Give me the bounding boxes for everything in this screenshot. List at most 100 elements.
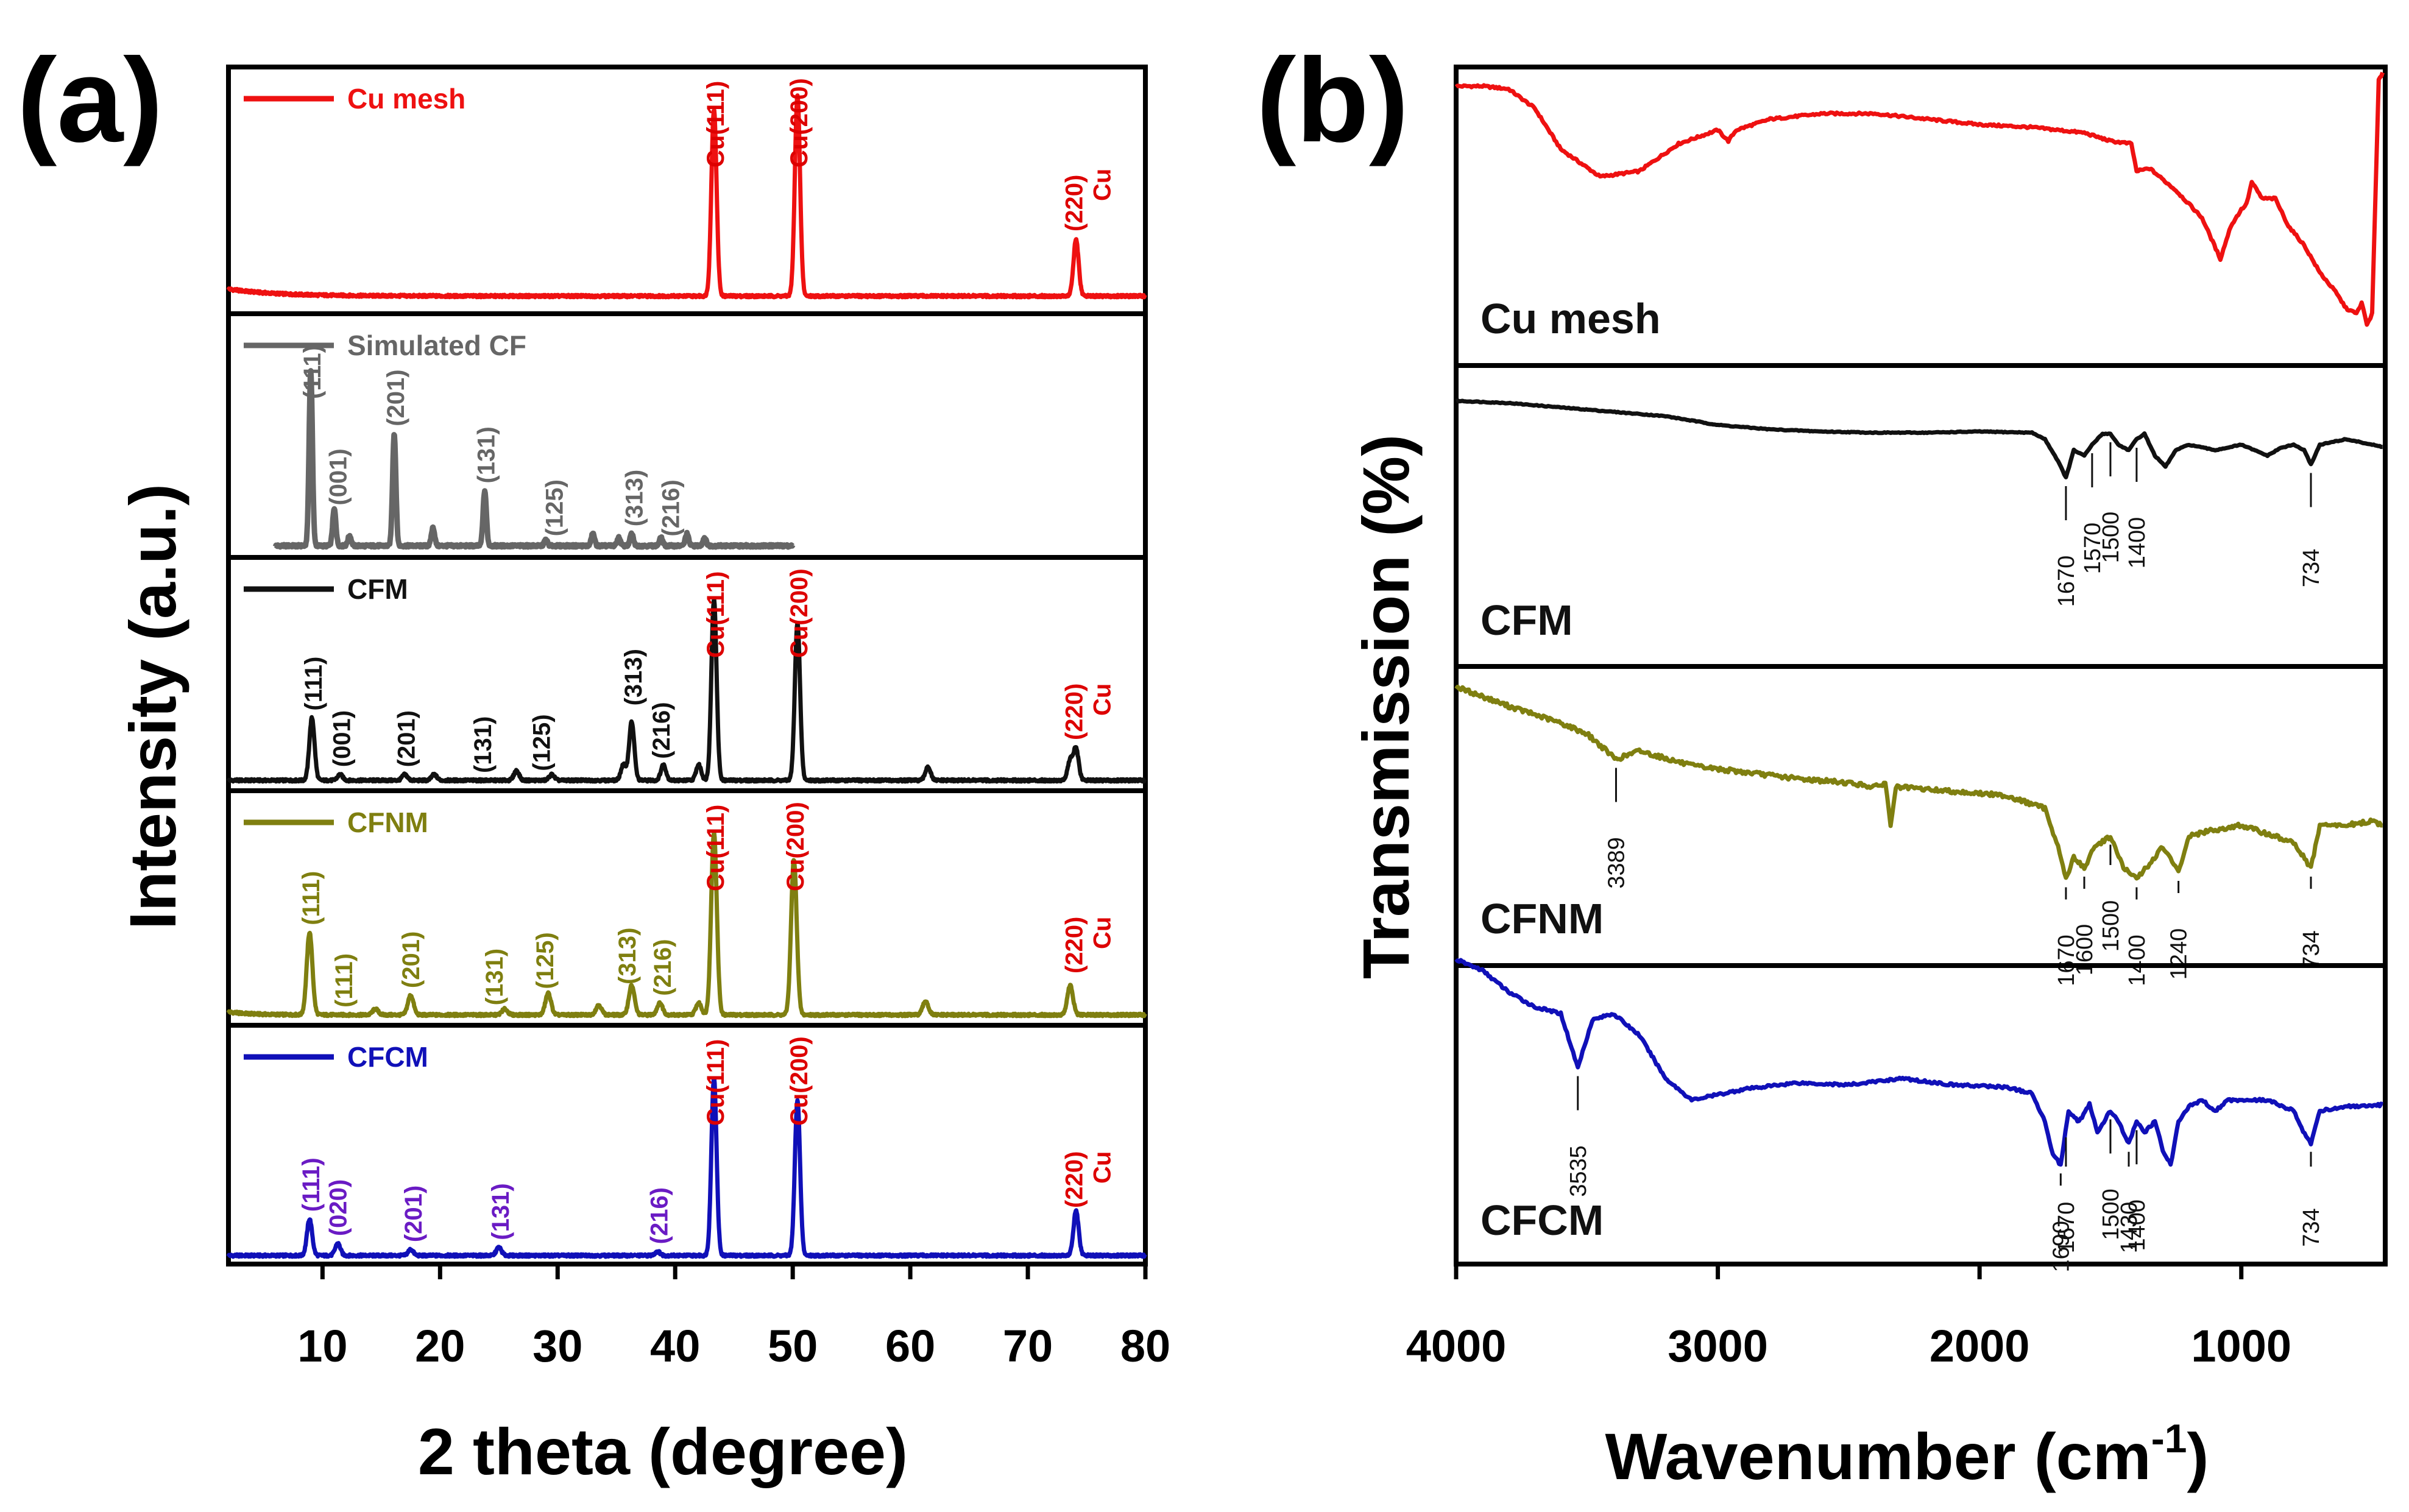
ftir-annotation-label: 734 <box>2299 549 2324 587</box>
xrd-peak-label: Cu(200) <box>786 568 813 658</box>
xrd-peak-label: (220) <box>1061 684 1088 740</box>
xrd-peak-label: (220) <box>1061 917 1088 973</box>
ftir-annotation-label: 1430 <box>2117 1202 2142 1254</box>
xrd-peak-label: Cu(111) <box>702 1039 729 1126</box>
xrd-trace-3 <box>226 831 1147 1019</box>
xrd-peak-label: Cu(200) <box>786 78 813 168</box>
xrd-peak-label: (201) <box>383 369 409 426</box>
ftir-annotation-label: 3389 <box>1604 837 1629 889</box>
ftir-x-tick-label: 1000 <box>2191 1321 2291 1371</box>
ftir-annotation-label: 1400 <box>2124 1199 2150 1251</box>
xrd-peak-label: (131) <box>481 949 508 1005</box>
ftir-x-tick-label: 3000 <box>1668 1321 1768 1371</box>
ftir-sample-label: CFNM <box>1480 895 1604 942</box>
xrd-peak-label: (201) <box>393 710 420 767</box>
ftir-annotation-label: 1690 <box>2048 1221 2074 1273</box>
ftir-annotation-label: 1240 <box>2167 928 2192 980</box>
ftir-x-axis-title-end: ) <box>2187 1419 2209 1493</box>
xrd-trace-0 <box>226 93 1147 300</box>
xrd-trace-1 <box>272 368 796 550</box>
ftir-x-tick-label: 4000 <box>1406 1321 1507 1371</box>
xrd-peak-label: Cu <box>1089 684 1116 716</box>
xrd-x-axis-title: 2 theta (degree) <box>418 1415 908 1488</box>
xrd-peak-label: (001) <box>325 448 352 505</box>
xrd-x-tick-label: 40 <box>650 1321 700 1371</box>
xrd-peak-label: (001) <box>328 710 355 767</box>
ftir-annotation-label: 1400 <box>2124 517 2150 569</box>
xrd-peak-label: Cu <box>1089 917 1116 949</box>
xrd-peak-label: Cu <box>1089 1151 1116 1184</box>
xrd-peak-label: (216) <box>648 702 675 758</box>
ftir-annotation-label: 1400 <box>2124 934 2150 986</box>
xrd-peak-label: (220) <box>1061 1151 1088 1208</box>
xrd-peak-label: (111) <box>298 871 325 925</box>
ftir-annotation-label: 734 <box>2299 930 2324 969</box>
xrd-peak-label: (220) <box>1061 175 1088 231</box>
xrd-peak-label: Cu(111) <box>702 571 729 658</box>
panel-b-letter: (b) <box>1256 34 1409 167</box>
ftir-annotation-label: 1670 <box>2054 934 2079 986</box>
ftir-x-axis-title-superscript: -1 <box>2151 1416 2187 1461</box>
xrd-y-axis-title: Intensity (a.u.) <box>116 484 189 930</box>
xrd-x-tick-label: 50 <box>768 1321 818 1371</box>
xrd-x-tick-label: 30 <box>532 1321 582 1371</box>
xrd-peak-label: (125) <box>532 932 559 989</box>
xrd-peak-label: (313) <box>620 649 647 705</box>
xrd-peak-label: Cu(111) <box>702 805 729 891</box>
xrd-peak-label: (111) <box>331 953 358 1008</box>
xrd-x-tick-label: 10 <box>297 1321 347 1371</box>
ftir-annotation-label: 1670 <box>2054 1202 2079 1254</box>
ftir-annotation-label: 1500 <box>2098 512 2124 563</box>
xrd-x-tick-label: 80 <box>1120 1321 1170 1371</box>
xrd-peak-label: (313) <box>621 470 648 526</box>
ftir-annotation-label: 1500 <box>2098 1189 2124 1240</box>
xrd-peak-label: Cu(200) <box>786 1036 813 1126</box>
xrd-peak-label: (125) <box>542 479 568 536</box>
xrd-peak-label: (216) <box>646 1187 673 1244</box>
xrd-legend-label: Simulated CF <box>347 330 526 361</box>
xrd-x-tick-label: 20 <box>415 1321 465 1371</box>
xrd-peak-label: (111) <box>299 345 326 399</box>
ftir-annotation-label: 3535 <box>1566 1145 1591 1197</box>
ftir-sample-label: CFM <box>1480 596 1573 644</box>
xrd-peak-label: (125) <box>528 714 555 771</box>
xrd-peak-label: (111) <box>300 657 327 711</box>
xrd-legend-label: Cu mesh <box>347 83 465 115</box>
xrd-frame <box>226 65 1148 1266</box>
ftir-x-tick-label: 2000 <box>1930 1321 2030 1371</box>
xrd-peak-label: (131) <box>487 1183 514 1240</box>
ftir-trace-3 <box>1454 958 2384 1167</box>
ftir-trace-0 <box>1454 71 2385 327</box>
xrd-peak-label: (131) <box>473 426 500 483</box>
xrd-x-tick-label: 60 <box>885 1321 935 1371</box>
ftir-trace-1 <box>1455 398 2383 479</box>
xrd-peak-label: Cu(111) <box>702 81 729 168</box>
ftir-x-axis-title-main: Wavenumber (cm <box>1605 1419 2151 1493</box>
xrd-legend-label: CFCM <box>347 1041 428 1073</box>
ftir-y-axis-title: Transmission (%) <box>1349 434 1423 979</box>
ftir-sample-label: CFCM <box>1480 1196 1604 1244</box>
ftir-trace-2 <box>1454 684 2383 881</box>
xrd-legend-label: CFNM <box>347 807 428 838</box>
panel-a-letter: (a) <box>17 34 163 167</box>
ftir-annotation-label: 1500 <box>2098 900 2124 952</box>
xrd-legend-label: CFM <box>347 573 408 605</box>
xrd-peak-label: (216) <box>658 479 685 536</box>
xrd-peak-label: (020) <box>325 1179 352 1236</box>
ftir-sample-label: Cu mesh <box>1480 295 1661 342</box>
xrd-peak-label: (201) <box>400 1185 427 1242</box>
ftir-annotation-label: 734 <box>2299 1208 2324 1246</box>
xrd-peak-label: (131) <box>470 716 497 773</box>
ftir-annotation-label: 1570 <box>2080 523 2106 574</box>
xrd-trace-4 <box>226 1076 1147 1259</box>
xrd-peak-label: (313) <box>614 928 641 984</box>
xrd-trace-2 <box>226 598 1147 784</box>
xrd-peak-label: (216) <box>649 939 676 995</box>
xrd-peak-label: (201) <box>398 931 425 988</box>
xrd-peak-label: (111) <box>298 1157 325 1212</box>
xrd-peak-label: Cu(200) <box>782 802 809 891</box>
